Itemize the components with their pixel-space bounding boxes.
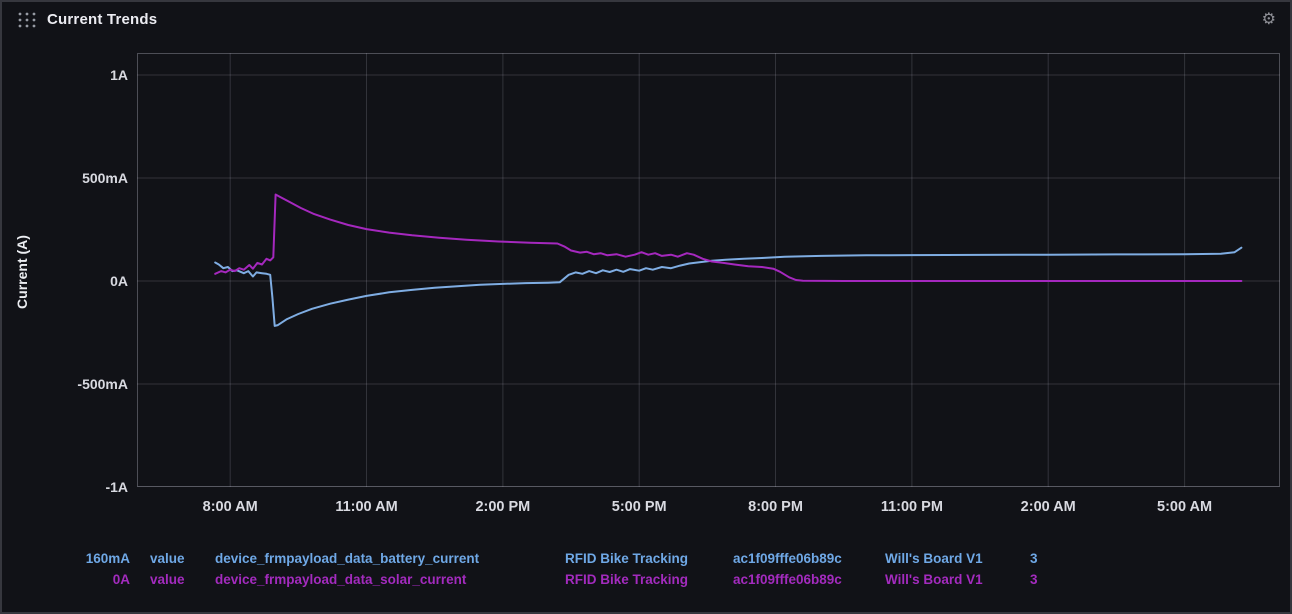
legend-device-eui: ac1f09fffe06b89c (733, 551, 842, 566)
legend-metric-name[interactable]: device_frmpayload_data_solar_current (215, 572, 467, 587)
legend: 160mA value device_frmpayload_data_batte… (60, 548, 1060, 590)
legend-application: RFID Bike Tracking (565, 551, 689, 566)
x-axis-tick-labels: 8:00 AM 11:00 AM 2:00 PM 5:00 PM 8:00 PM 11:0… (0, 499, 1292, 521)
y-tick-label: -1A (105, 479, 128, 495)
legend-metric-name[interactable]: device_frmpayload_data_battery_current (215, 551, 480, 566)
legend-device-name: Will's Board V1 (885, 572, 983, 587)
x-tick-label: 2:00 PM (475, 499, 531, 515)
legend-device-name: Will's Board V1 (885, 551, 983, 566)
legend-fport: 3 (1030, 572, 1038, 587)
x-tick-label: 11:00 AM (335, 499, 398, 515)
gear-icon[interactable]: ⚙ (1261, 11, 1276, 28)
legend-fport: 3 (1030, 551, 1038, 566)
x-tick-label: 11:00 PM (880, 499, 943, 515)
legend-latest-value: 160mA (85, 551, 130, 566)
legend-row-battery[interactable]: 160mA value device_frmpayload_data_batte… (60, 548, 1060, 569)
y-axis-title: Current (A) (14, 235, 30, 309)
legend-device-eui: ac1f09fffe06b89c (733, 572, 842, 587)
y-tick-label: 500mA (82, 170, 128, 187)
legend-row-solar[interactable]: 0A value device_frmpayload_data_solar_cu… (60, 569, 1060, 590)
x-tick-label: 5:00 PM (611, 499, 667, 515)
time-series-chart[interactable] (137, 53, 1280, 487)
legend-field: value (150, 572, 185, 587)
legend-application: RFID Bike Tracking (565, 572, 689, 587)
drag-handle-icon[interactable] (17, 11, 37, 29)
y-tick-label: -500mA (77, 376, 128, 392)
panel-header: Current Trends ⚙ (0, 0, 1292, 40)
x-tick-label: 8:00 PM (748, 499, 803, 515)
y-tick-label: 1A (110, 67, 128, 84)
x-tick-label: 8:00 AM (202, 499, 258, 515)
legend-field: value (150, 551, 185, 566)
x-tick-label: 2:00 AM (1020, 499, 1076, 515)
x-tick-label: 5:00 AM (1157, 499, 1213, 515)
panel-title: Current Trends (47, 11, 158, 28)
legend-latest-value: 0A (112, 572, 130, 587)
